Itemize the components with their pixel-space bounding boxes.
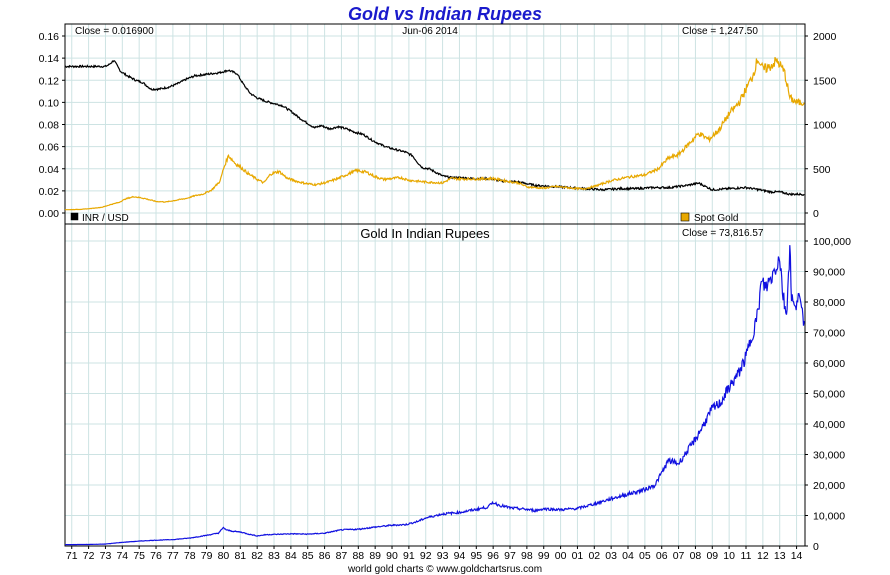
x-tick-label: 85 [302, 550, 314, 562]
x-tick-label: 74 [116, 550, 128, 562]
left-tick-label: 0.10 [39, 97, 60, 109]
inr-close-label: Close = 0.016900 [75, 26, 154, 37]
left-tick-label: 0.00 [39, 208, 60, 220]
date-label: Jun-06 2014 [402, 26, 458, 37]
left-tick-label: 0.02 [39, 186, 60, 198]
spot-gold-line [64, 57, 805, 211]
inr-legend-label: INR / USD [82, 213, 129, 224]
x-tick-label: 10 [723, 550, 735, 562]
left-tick-label: 0.12 [39, 75, 60, 87]
x-tick-label: 87 [336, 550, 348, 562]
x-tick-label: 84 [285, 550, 297, 562]
x-tick-label: 88 [352, 550, 364, 562]
x-tick-label: 76 [150, 550, 162, 562]
series-layer [64, 57, 805, 546]
left-tick-label: 0.16 [39, 31, 60, 43]
ticks-layer: 71 72 73 74 75 76 77 78 79 80 81 82 83 84 85 86 87 88 89 90… [39, 31, 852, 562]
x-tick-label: 98 [521, 550, 533, 562]
x-tick-label: 75 [133, 550, 145, 562]
left-tick-label: 0.04 [39, 164, 60, 176]
x-tick-label: 01 [572, 550, 584, 562]
bottom-right-tick-label: 100,000 [813, 236, 851, 248]
right-tick-label: 0 [813, 208, 819, 220]
x-tick-label: 05 [639, 550, 651, 562]
x-tick-label: 95 [470, 550, 482, 562]
x-tick-label: 02 [588, 550, 600, 562]
bottom-right-tick-label: 80,000 [813, 297, 845, 309]
x-tick-label: 94 [454, 550, 466, 562]
bottom-panel-frame [64, 223, 806, 547]
x-tick-label: 93 [437, 550, 449, 562]
bottom-right-tick-label: 20,000 [813, 480, 845, 492]
left-tick-label: 0.14 [39, 53, 60, 65]
left-tick-label: 0.06 [39, 142, 60, 154]
bottom-right-tick-label: 10,000 [813, 511, 845, 523]
bottom-panel-title: Gold In Indian Rupees [360, 226, 490, 241]
top-panel-grid [65, 24, 805, 224]
right-tick-label: 1500 [813, 75, 837, 87]
bottom-panel-grid [65, 224, 805, 547]
inr-usd-line [64, 60, 805, 197]
x-tick-label: 00 [555, 550, 567, 562]
x-tick-label: 89 [369, 550, 381, 562]
x-tick-label: 99 [538, 550, 550, 562]
gold-legend-swatch [680, 212, 690, 222]
x-tick-label: 12 [757, 550, 769, 562]
inr-gold-close-label: Close = 73,816.57 [682, 228, 764, 239]
x-tick-label: 09 [706, 550, 718, 562]
x-tick-label: 78 [184, 550, 196, 562]
x-tick-label: 03 [605, 550, 617, 562]
footer-credit: world gold charts © www.goldchartsrus.co… [347, 564, 542, 575]
left-tick-label: 0.08 [39, 120, 60, 132]
gold-close-label: Close = 1,247.50 [682, 26, 758, 37]
x-tick-label: 07 [673, 550, 685, 562]
x-tick-label: 96 [487, 550, 499, 562]
bottom-right-tick-label: 60,000 [813, 358, 845, 370]
inr-legend-swatch [70, 212, 79, 221]
x-tick-label: 14 [791, 550, 803, 562]
x-tick-label: 92 [420, 550, 432, 562]
x-tick-label: 81 [234, 550, 246, 562]
right-tick-label: 2000 [813, 31, 837, 43]
x-tick-label: 11 [741, 550, 752, 562]
x-tick-label: 79 [201, 550, 213, 562]
x-tick-label: 71 [66, 550, 78, 562]
x-tick-label: 13 [774, 550, 786, 562]
x-tick-label: 90 [386, 550, 398, 562]
x-tick-label: 72 [83, 550, 95, 562]
bottom-right-tick-label: 30,000 [813, 450, 845, 462]
x-tick-label: 91 [403, 550, 415, 562]
bottom-right-tick-label: 0 [813, 541, 819, 553]
right-tick-label: 500 [813, 164, 831, 176]
x-tick-label: 83 [268, 550, 280, 562]
x-tick-label: 04 [622, 550, 634, 562]
x-tick-label: 82 [251, 550, 263, 562]
x-tick-label: 77 [167, 550, 179, 562]
right-tick-label: 1000 [813, 120, 837, 132]
bottom-right-tick-label: 50,000 [813, 389, 845, 401]
x-tick-label: 08 [690, 550, 702, 562]
bottom-right-tick-label: 40,000 [813, 419, 845, 431]
bottom-right-tick-label: 70,000 [813, 328, 845, 340]
x-tick-label: 73 [100, 550, 112, 562]
gold-in-inr-line [65, 245, 805, 546]
x-tick-label: 97 [504, 550, 516, 562]
bottom-right-tick-label: 90,000 [813, 267, 845, 279]
x-tick-label: 80 [218, 550, 230, 562]
chart-title: Gold vs Indian Rupees [348, 4, 542, 24]
x-tick-label: 86 [319, 550, 331, 562]
x-tick-label: 06 [656, 550, 668, 562]
gold-legend-label: Spot Gold [694, 213, 738, 224]
